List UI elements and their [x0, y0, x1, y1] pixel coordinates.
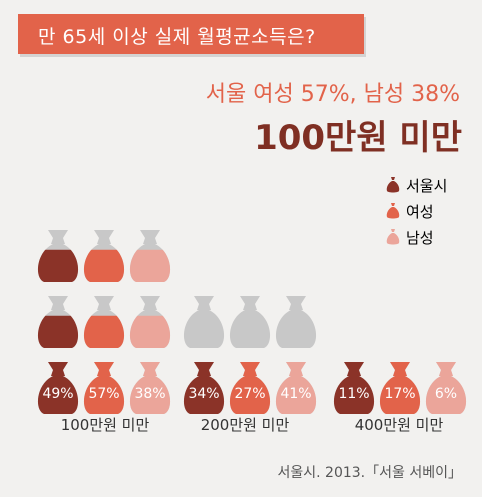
- money-bag-fill: [379, 376, 421, 414]
- legend-item-female: 여성: [386, 198, 447, 224]
- money-bag-fill: [83, 315, 125, 348]
- money-bag-neck-fill: [194, 362, 214, 376]
- headline-stat: 서울 여성 57%, 남성 38%: [205, 82, 460, 107]
- data-label: 11%: [338, 386, 369, 402]
- legend-label: 남성: [406, 228, 434, 247]
- money-bag-fill: [333, 376, 375, 414]
- money-bag-fill: [275, 376, 317, 414]
- money-bag-fill: [183, 376, 225, 414]
- money-bag-neck-fill: [286, 362, 306, 376]
- data-label: 57%: [88, 386, 119, 402]
- money-bag-neck-fill: [94, 362, 114, 376]
- money-bag-neck: [94, 230, 114, 244]
- legend: 서울시 여성 남성: [386, 172, 447, 250]
- legend-label: 서울시: [406, 176, 448, 195]
- money-bag-fill: [37, 315, 79, 348]
- headline-highlight: 100만원 미만: [254, 118, 462, 158]
- money-bag-fill: [129, 249, 171, 282]
- money-bag-fill: [425, 376, 467, 414]
- money-bag-fill: [37, 249, 79, 282]
- money-bag-icon: [386, 203, 400, 219]
- money-bag-neck: [286, 296, 306, 310]
- money-bag-fill: [83, 249, 125, 282]
- data-label: 49%: [42, 386, 73, 402]
- source-note: 서울시. 2013.「서울 서베이」: [277, 465, 462, 481]
- money-bag-icon: [386, 229, 400, 245]
- data-label: 34%: [188, 386, 219, 402]
- category-label: 400만원 미만: [354, 416, 444, 434]
- money-bag-neck: [94, 296, 114, 310]
- legend-item-male: 남성: [386, 224, 447, 250]
- money-bag-neck-fill: [390, 362, 410, 376]
- legend-item-seoul: 서울시: [386, 172, 447, 198]
- money-bag-fill: [129, 376, 171, 414]
- money-bag: [229, 310, 271, 348]
- money-bag-neck-fill: [240, 362, 260, 376]
- money-bag-fill: [37, 376, 79, 414]
- money-bag-icon: [386, 177, 400, 193]
- data-label: 6%: [435, 386, 457, 402]
- money-bag-neck-fill: [140, 362, 160, 376]
- data-label: 17%: [384, 386, 415, 402]
- money-bag: [275, 310, 317, 348]
- money-bag-neck: [140, 296, 160, 310]
- money-bag-neck-fill: [48, 362, 68, 376]
- data-label: 41%: [280, 386, 311, 402]
- money-bag-neck: [240, 296, 260, 310]
- money-bag: [183, 310, 225, 348]
- money-bag-neck: [140, 230, 160, 244]
- money-bag-neck: [48, 296, 68, 310]
- data-label: 38%: [134, 386, 165, 402]
- banner-title: 만 65세 이상 실제 월평균소득은?: [38, 26, 316, 48]
- money-bag-fill: [129, 315, 171, 348]
- money-bag-fill: [83, 376, 125, 414]
- data-label: 27%: [234, 386, 265, 402]
- legend-label: 여성: [406, 202, 434, 221]
- category-label: 200만원 미만: [200, 416, 290, 434]
- money-bag-neck-fill: [436, 362, 456, 376]
- money-bag-neck-fill: [344, 362, 364, 376]
- category-label: 100만원 미만: [60, 416, 150, 434]
- title-banner: 만 65세 이상 실제 월평균소득은?: [18, 14, 364, 54]
- money-bag-neck: [48, 230, 68, 244]
- money-bag-fill: [229, 376, 271, 414]
- money-bag-neck: [194, 296, 214, 310]
